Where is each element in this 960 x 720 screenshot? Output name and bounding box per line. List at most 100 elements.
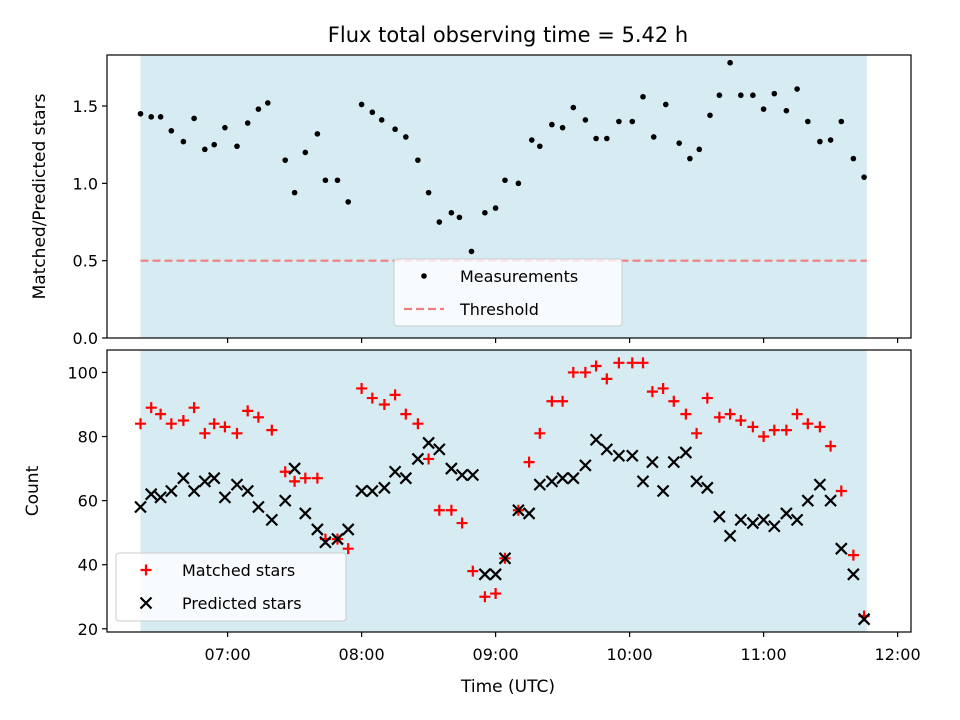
x-axis-label: Time (UTC): [460, 677, 555, 697]
measurement-point: [282, 157, 289, 163]
predicted-point: [746, 516, 760, 530]
measurement-point: [738, 92, 744, 99]
matched-point: [646, 386, 658, 398]
measurement-point: [537, 143, 543, 150]
measurement-point: [314, 131, 321, 137]
measurement-point: [750, 92, 756, 99]
x-tick-label: 09:00: [473, 645, 519, 664]
x-tick-label: 10:00: [607, 645, 653, 664]
predicted-point: [498, 552, 512, 565]
measurement-point: [482, 209, 488, 216]
predicted-point: [177, 471, 190, 485]
predicted-point: [780, 507, 793, 520]
predicted-point: [278, 494, 292, 507]
measurement-point: [549, 121, 555, 128]
predicted-point: [646, 455, 659, 469]
measurement-point: [805, 118, 811, 125]
matched-point: [412, 418, 424, 430]
matched-point: [680, 408, 692, 420]
measurement-point: [191, 115, 197, 122]
legend-marker-predicted: [139, 596, 153, 610]
matched-point: [758, 431, 770, 443]
measurement-point: [861, 174, 867, 180]
top-panel: 0.0 0.5 1.0 1.5 Matched/Predicted stars Measu…: [30, 54, 912, 348]
predicted-point: [433, 443, 446, 456]
predicted-point: [667, 455, 681, 469]
matched-point: [590, 360, 602, 372]
matched-point: [366, 392, 378, 404]
matched-point: [546, 395, 558, 407]
y-tick-label: 20: [78, 620, 98, 639]
predicted-point: [366, 484, 379, 498]
legend: Measurements Threshold: [393, 258, 623, 327]
predicted-point: [824, 494, 837, 507]
matched-point: [378, 398, 390, 410]
predicted-point: [265, 513, 279, 527]
predicted-point: [612, 449, 626, 463]
predicted-point: [422, 436, 435, 450]
measurement-point: [415, 157, 421, 163]
matched-point: [135, 418, 146, 430]
y-tick-label: 0.5: [73, 252, 98, 271]
predicted-point: [801, 494, 815, 507]
legend-label: Threshold: [459, 300, 539, 319]
matched-point: [342, 543, 354, 555]
predicted-point: [165, 484, 178, 498]
predicted-point: [734, 513, 748, 527]
predicted-point: [835, 542, 848, 555]
matched-point: [567, 366, 579, 378]
predicted-point: [288, 462, 301, 475]
matched-point: [479, 591, 491, 603]
matched-point: [400, 408, 412, 420]
matched-point: [557, 395, 569, 407]
measurement-point: [148, 114, 155, 120]
predicted-point: [589, 433, 603, 447]
predicted-point: [355, 484, 368, 498]
measurement-point: [559, 124, 566, 131]
predicted-point: [187, 484, 201, 498]
predicted-point: [241, 484, 254, 498]
matched-point: [791, 408, 803, 420]
series-predicted-stars: [134, 433, 871, 626]
series-measurements: [137, 59, 867, 255]
predicted-point: [299, 507, 312, 520]
predicted-point: [579, 459, 592, 472]
matched-point: [289, 475, 301, 487]
predicted-point: [857, 612, 871, 626]
plot-frame: [106, 54, 912, 339]
measurement-point: [403, 134, 409, 140]
measurement-point: [322, 177, 329, 184]
predicted-point: [556, 471, 569, 485]
legend-label: Measurements: [460, 267, 578, 286]
measurement-point: [838, 118, 845, 125]
measurement-point: [302, 149, 309, 156]
predicted-point: [723, 529, 737, 543]
predicted-point: [701, 481, 714, 495]
series-matched-stars: [135, 357, 870, 622]
bottom-panel: 20 40 60 80 100 07:00 08:00 09:00 10:00 11:00 12:0…: [23, 349, 921, 664]
measurement-point: [676, 140, 682, 146]
matched-point: [691, 427, 703, 439]
predicted-point: [154, 491, 167, 504]
measurement-point: [211, 141, 217, 148]
measurement-point: [244, 120, 251, 126]
matched-point: [668, 395, 680, 407]
matched-point: [713, 411, 725, 423]
measurement-point: [616, 118, 622, 125]
measurement-point: [528, 137, 535, 143]
measurement-point: [180, 138, 187, 145]
measurement-point: [570, 104, 577, 111]
measurement-point: [334, 177, 341, 184]
matched-point: [145, 402, 157, 414]
measurement-point: [783, 107, 790, 114]
legend-label: Matched stars: [182, 561, 295, 580]
measurement-point: [716, 92, 723, 99]
legend: Matched stars Predicted stars: [115, 552, 347, 622]
measurement-point: [456, 214, 463, 221]
predicted-point: [600, 443, 614, 456]
predicted-point: [331, 532, 344, 546]
legend-label: Predicted stars: [182, 594, 302, 613]
predicted-point: [144, 487, 158, 501]
measurement-point: [707, 112, 713, 119]
